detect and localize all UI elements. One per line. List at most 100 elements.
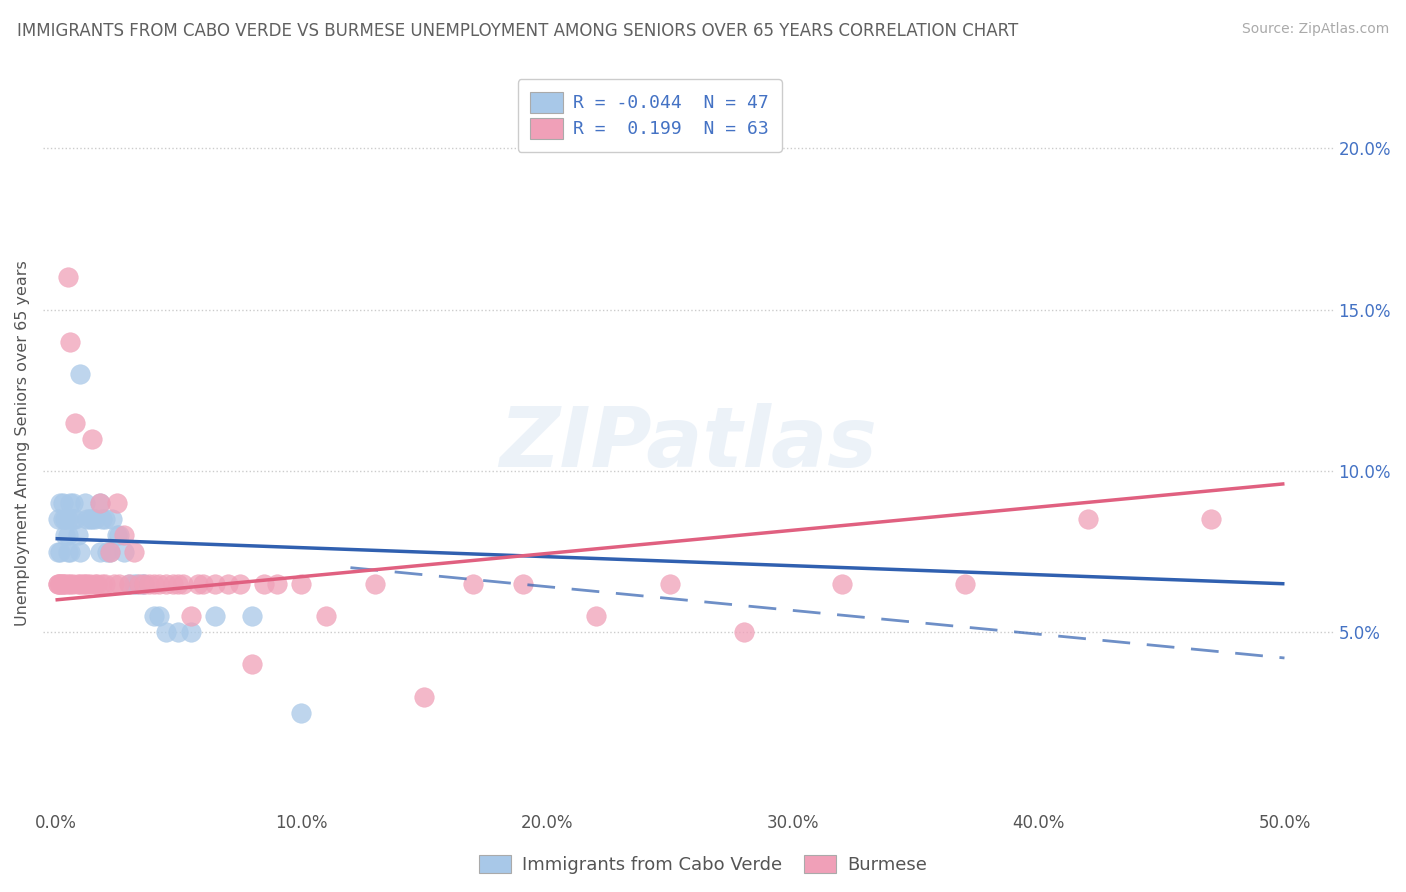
Point (53, 528, 76, 542)
Point (96, 544, 118, 558)
Point (69, 544, 91, 558)
Point (101, 512, 124, 526)
Point (83, 512, 105, 526)
Point (122, 576, 145, 591)
Point (132, 576, 155, 591)
Point (79, 512, 101, 526)
Point (463, 576, 485, 591)
Point (148, 576, 170, 591)
Point (364, 576, 387, 591)
Point (66, 576, 89, 591)
Point (831, 576, 853, 591)
Point (172, 576, 194, 591)
Point (290, 706, 312, 720)
Point (266, 576, 288, 591)
Point (413, 690, 436, 704)
Point (56, 270, 79, 285)
Point (105, 496, 128, 510)
Point (512, 576, 534, 591)
Point (204, 609, 226, 624)
Point (155, 576, 177, 591)
Text: Source: ZipAtlas.com: Source: ZipAtlas.com (1241, 22, 1389, 37)
Point (167, 576, 190, 591)
Point (93, 576, 115, 591)
Point (56, 512, 79, 526)
Point (83, 576, 105, 591)
Text: ZIPatlas: ZIPatlas (499, 403, 877, 484)
Point (108, 528, 131, 542)
Point (112, 544, 135, 558)
Point (253, 576, 276, 591)
Point (217, 576, 239, 591)
Point (63, 416, 86, 430)
Point (122, 544, 145, 558)
Point (98, 544, 121, 558)
Point (86, 576, 108, 591)
Point (229, 576, 252, 591)
Legend: Immigrants from Cabo Verde, Burmese: Immigrants from Cabo Verde, Burmese (471, 847, 935, 881)
Point (91, 512, 114, 526)
Point (46, 544, 69, 558)
Point (91, 576, 114, 591)
Point (59, 334, 82, 349)
Point (240, 657, 263, 672)
Point (59, 496, 82, 510)
Point (69, 576, 91, 591)
Point (76, 576, 98, 591)
Point (315, 609, 337, 624)
Point (155, 625, 177, 640)
Point (69, 367, 91, 381)
Point (108, 576, 131, 591)
Point (204, 576, 226, 591)
Point (49, 576, 72, 591)
Point (73, 496, 96, 510)
Point (131, 576, 153, 591)
Point (112, 528, 135, 542)
Point (63, 512, 86, 526)
Point (118, 576, 141, 591)
Point (105, 528, 128, 542)
Point (62, 576, 84, 591)
Point (62, 512, 84, 526)
Point (162, 576, 184, 591)
Point (180, 609, 202, 624)
Point (49, 544, 72, 558)
Point (89, 544, 111, 558)
Point (52, 496, 75, 510)
Point (52, 576, 75, 591)
Point (180, 625, 202, 640)
Point (89, 496, 111, 510)
Y-axis label: Unemployment Among Seniors over 65 years: Unemployment Among Seniors over 65 years (15, 260, 30, 626)
Point (82, 432, 104, 446)
Point (46, 576, 69, 591)
Point (59, 576, 82, 591)
Point (79, 576, 101, 591)
Point (138, 576, 160, 591)
Point (52, 512, 75, 526)
Point (142, 576, 165, 591)
Point (132, 576, 155, 591)
Point (191, 576, 214, 591)
Point (66, 528, 89, 542)
Point (148, 609, 170, 624)
Point (93, 512, 115, 526)
Text: IMMIGRANTS FROM CABO VERDE VS BURMESE UNEMPLOYMENT AMONG SENIORS OVER 65 YEARS C: IMMIGRANTS FROM CABO VERDE VS BURMESE UN… (17, 22, 1018, 40)
Point (82, 512, 104, 526)
Point (49, 496, 72, 510)
Point (62, 496, 84, 510)
Point (53, 576, 76, 591)
Point (56, 576, 79, 591)
Point (76, 512, 98, 526)
Point (52, 576, 75, 591)
Point (56, 528, 79, 542)
Point (125, 576, 148, 591)
Point (59, 544, 82, 558)
Point (187, 576, 209, 591)
Point (73, 576, 96, 591)
Point (56, 544, 79, 558)
Point (659, 576, 682, 591)
Point (46, 512, 69, 526)
Point (46, 576, 69, 591)
Legend: R = -0.044  N = 47, R =  0.199  N = 63: R = -0.044 N = 47, R = 0.199 N = 63 (517, 79, 782, 152)
Point (53, 512, 76, 526)
